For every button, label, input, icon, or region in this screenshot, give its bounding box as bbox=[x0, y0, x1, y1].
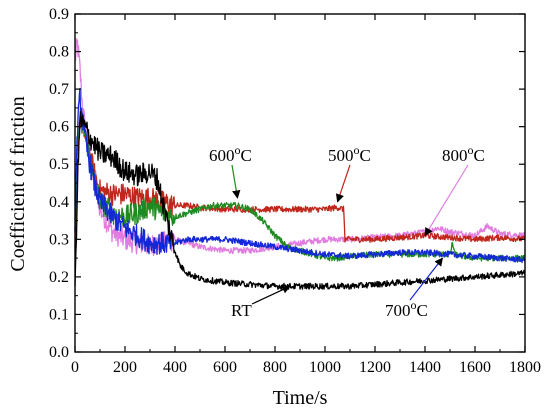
y-tick-label: 0.3 bbox=[49, 231, 69, 248]
annotation-arrow bbox=[409, 257, 444, 301]
x-tick-label: 1800 bbox=[509, 359, 541, 376]
annotation-600c-value: 600 bbox=[209, 146, 235, 165]
y-tick-label: 0.7 bbox=[49, 81, 69, 98]
svg-text:RT: RT bbox=[231, 301, 252, 320]
x-tick-label: 400 bbox=[163, 359, 187, 376]
annotation-700c: 700oC bbox=[385, 298, 428, 320]
x-tick-label: 200 bbox=[113, 359, 137, 376]
y-tick-label: 0.6 bbox=[49, 119, 69, 136]
annotation-700c-sup: o bbox=[411, 298, 417, 312]
annotation-arrow bbox=[424, 164, 469, 237]
ticks-layer: 0 200 400 600 800 1000 1200 1400 1600 1800 0.0 0.1 0… bbox=[49, 6, 541, 376]
x-axis-title: Time/s bbox=[273, 387, 328, 409]
x-tick-label: 0 bbox=[71, 359, 79, 376]
annotation-arrow bbox=[251, 285, 291, 305]
arrows-layer bbox=[231, 164, 469, 305]
annotation-600c: 600oC bbox=[209, 143, 252, 165]
y-tick-label: 0.4 bbox=[49, 194, 69, 211]
x-tick-label: 1200 bbox=[359, 359, 391, 376]
svg-text:800oC: 800oC bbox=[442, 143, 485, 165]
annotation-arrow bbox=[335, 164, 351, 203]
annotation-800c-unit: C bbox=[474, 146, 485, 165]
annotation-rt-label: RT bbox=[231, 301, 252, 320]
series-line-500c bbox=[74, 113, 526, 248]
x-tick-label: 600 bbox=[213, 359, 237, 376]
annotation-rt: RT bbox=[231, 301, 252, 320]
y-tick-label: 0.2 bbox=[49, 269, 69, 286]
annotation-800c-sup: o bbox=[468, 143, 474, 157]
x-tick-label: 1400 bbox=[409, 359, 441, 376]
annotation-500c-value: 500 bbox=[328, 146, 354, 165]
x-tick-label: 800 bbox=[263, 359, 287, 376]
series-line-700c bbox=[74, 87, 526, 264]
annotation-800c-value: 800 bbox=[442, 146, 468, 165]
y-tick-label: 0.9 bbox=[49, 6, 69, 23]
annotation-500c-sup: o bbox=[354, 143, 360, 157]
svg-text:600oC: 600oC bbox=[209, 143, 252, 165]
svg-text:700oC: 700oC bbox=[385, 298, 428, 320]
annotation-arrow bbox=[231, 164, 241, 199]
series-layer bbox=[74, 38, 526, 290]
annotation-700c-value: 700 bbox=[385, 301, 411, 320]
annotation-500c: 500oC bbox=[328, 143, 371, 165]
annotation-600c-sup: o bbox=[235, 143, 241, 157]
x-tick-label: 1000 bbox=[309, 359, 341, 376]
y-axis-title: Coefficient of friction bbox=[7, 96, 29, 271]
annotation-500c-unit: C bbox=[360, 146, 371, 165]
annotation-600c-unit: C bbox=[241, 146, 252, 165]
y-tick-label: 0.1 bbox=[49, 306, 69, 323]
y-tick-label: 0.8 bbox=[49, 44, 69, 61]
annotation-800c: 800oC bbox=[442, 143, 485, 165]
series-line-rt bbox=[74, 110, 526, 290]
x-tick-label: 1600 bbox=[459, 359, 491, 376]
annotation-700c-unit: C bbox=[417, 301, 428, 320]
svg-text:500oC: 500oC bbox=[328, 143, 371, 165]
y-tick-label: 0.0 bbox=[49, 344, 69, 361]
y-tick-label: 0.5 bbox=[49, 156, 69, 173]
